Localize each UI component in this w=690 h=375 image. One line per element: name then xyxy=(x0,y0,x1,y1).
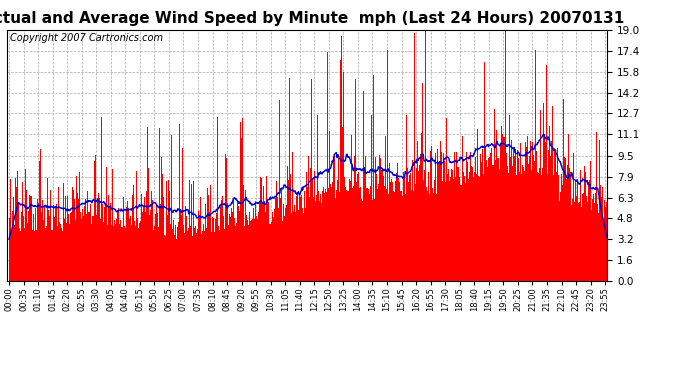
Text: Actual and Average Wind Speed by Minute  mph (Last 24 Hours) 20070131: Actual and Average Wind Speed by Minute … xyxy=(0,11,624,26)
Text: Copyright 2007 Cartronics.com: Copyright 2007 Cartronics.com xyxy=(10,33,163,42)
